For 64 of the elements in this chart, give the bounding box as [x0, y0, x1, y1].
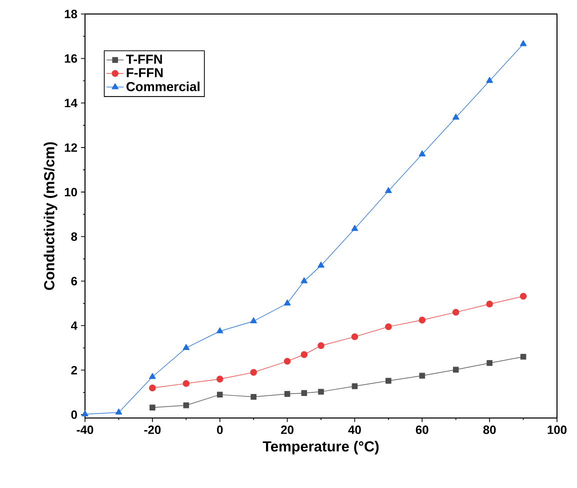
point: [520, 40, 527, 46]
point: [149, 384, 156, 392]
point: [150, 404, 156, 410]
point: [216, 376, 224, 382]
x-tick-label: 80: [483, 426, 496, 434]
y-tick-label: 16: [64, 54, 78, 63]
point: [250, 317, 257, 324]
legend-label: F-FFN: [126, 68, 163, 78]
y-tick-label: 6: [71, 276, 78, 286]
point: [452, 366, 459, 373]
y-tick-label: 12: [64, 143, 77, 152]
y-tick-label: 0: [71, 410, 77, 419]
point: [318, 262, 324, 268]
point: [182, 380, 190, 387]
x-tick-label: 40: [348, 426, 361, 434]
x-tick-label: 60: [416, 426, 428, 434]
point: [82, 410, 88, 416]
y-tick-label: 10: [64, 188, 77, 196]
point: [386, 378, 392, 384]
x-tick-label: 0: [216, 426, 223, 434]
x-tick-label: 20: [281, 426, 294, 434]
point: [520, 354, 526, 360]
point: [452, 114, 460, 120]
point: [351, 224, 358, 231]
point: [352, 383, 358, 390]
point: [300, 351, 308, 358]
point: [183, 402, 190, 408]
point: [520, 292, 527, 300]
point: [216, 392, 223, 398]
x-tick-label: 100: [548, 426, 567, 434]
y-axis-title: Conductivity (mS/cm): [44, 142, 58, 290]
legend-label: Commercial: [126, 82, 200, 92]
point: [115, 408, 122, 415]
x-axis-title: Temperature (°C): [262, 440, 379, 454]
point: [486, 300, 493, 308]
point: [318, 388, 324, 395]
point: [318, 342, 324, 350]
y-tick-label: 2: [71, 366, 77, 374]
point: [351, 333, 358, 340]
point: [149, 372, 156, 379]
point: [452, 308, 460, 316]
y-tick-label: 4: [70, 322, 78, 330]
point: [216, 327, 224, 334]
point: [182, 344, 190, 350]
point: [486, 76, 493, 83]
x-tick-label: -40: [76, 426, 94, 434]
point: [284, 358, 291, 365]
point: [385, 187, 392, 194]
point: [284, 299, 291, 306]
point: [250, 368, 257, 376]
point: [419, 372, 426, 379]
point: [301, 390, 308, 396]
point: [418, 150, 426, 156]
x-tick-label: -20: [144, 426, 161, 434]
legend-label: T-FFN: [126, 54, 162, 64]
point: [486, 360, 492, 366]
point: [250, 394, 256, 400]
point: [385, 323, 392, 330]
y-tick-label: 8: [71, 232, 78, 241]
y-tick-label: 14: [64, 98, 78, 108]
point: [418, 316, 426, 324]
y-tick-label: 18: [64, 10, 78, 18]
point: [300, 277, 308, 284]
point: [284, 391, 290, 397]
